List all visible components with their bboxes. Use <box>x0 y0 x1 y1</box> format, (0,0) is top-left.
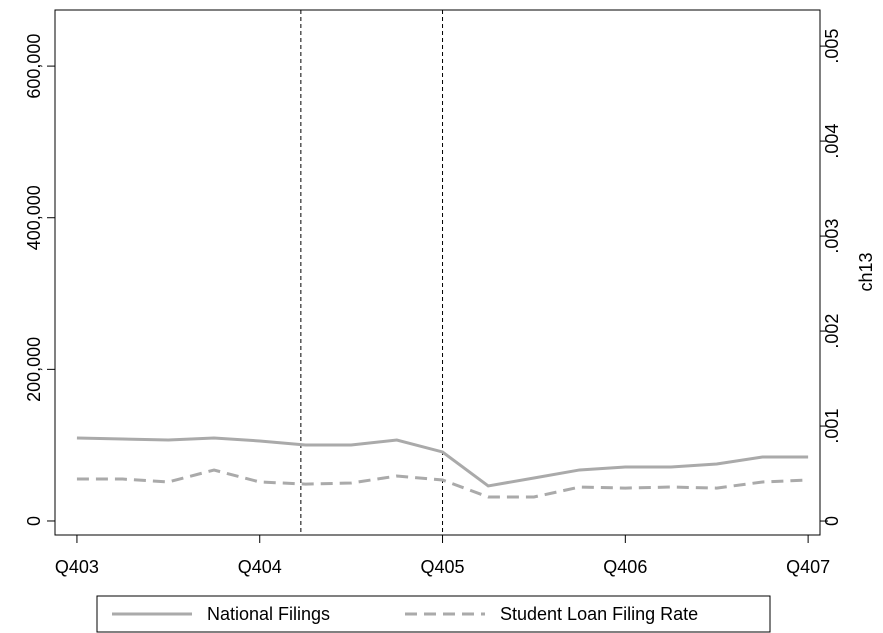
y-tick-label: 600,000 <box>24 34 44 99</box>
legend-label: Student Loan Filing Rate <box>500 604 698 624</box>
y2-axis-label: ch13 <box>856 252 876 291</box>
x-tick-label: Q406 <box>603 557 647 577</box>
y2-tick-label: .003 <box>822 219 842 254</box>
x-tick-label: Q403 <box>55 557 99 577</box>
series-line <box>76 436 809 488</box>
y2-tick-label: .005 <box>822 29 842 64</box>
y2-tick-label: .001 <box>822 409 842 444</box>
plot-frame <box>54 9 821 536</box>
y2-tick-label: .004 <box>822 124 842 159</box>
x-tick-label: Q405 <box>421 557 465 577</box>
y-tick-label: 0 <box>24 516 44 526</box>
y2-tick-label: 0 <box>822 516 842 526</box>
series-line <box>76 468 809 499</box>
x-tick-label: Q407 <box>786 557 830 577</box>
x-tick-label: Q404 <box>238 557 282 577</box>
y2-tick-label: .002 <box>822 314 842 349</box>
y-tick-label: 400,000 <box>24 185 44 250</box>
y-tick-label: 200,000 <box>24 337 44 402</box>
legend-label: National Filings <box>207 604 330 624</box>
